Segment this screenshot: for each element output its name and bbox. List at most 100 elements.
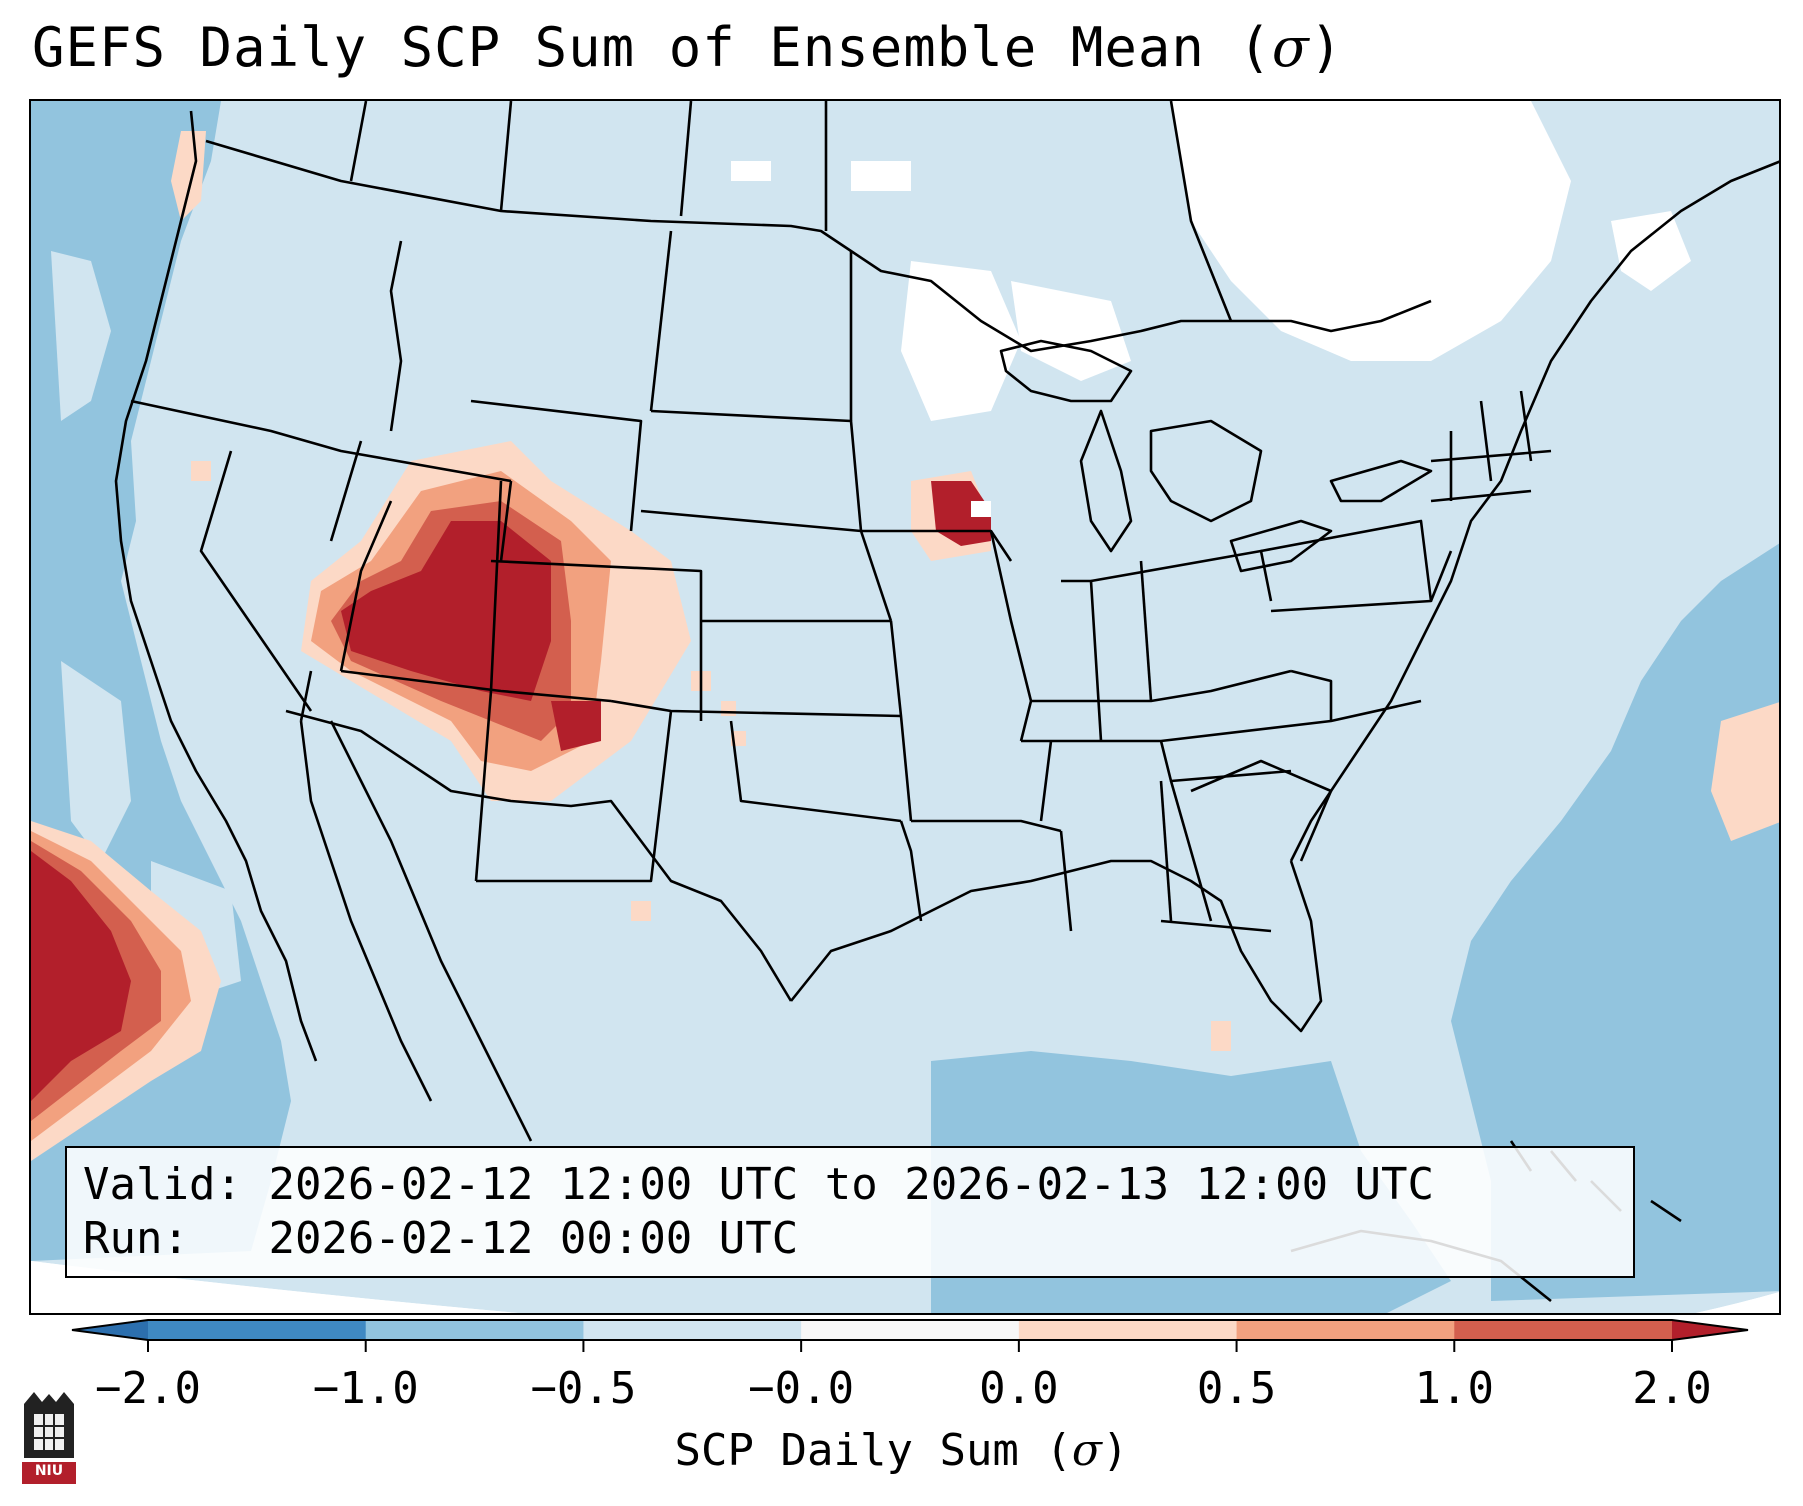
scattered-light-red	[191, 461, 211, 481]
map-canvas	[31, 101, 1779, 1313]
state-border	[899, 820, 923, 922]
state-border	[989, 530, 1033, 742]
state-border	[1159, 780, 1173, 922]
state-border	[1031, 669, 1292, 703]
state-border	[1039, 740, 1053, 822]
state-border	[470, 399, 643, 532]
state-border	[329, 440, 363, 542]
coastline-east	[1289, 160, 1779, 862]
colorbar	[71, 1319, 1749, 1352]
state-border	[1430, 489, 1532, 503]
four-corners-dark-red	[341, 521, 551, 701]
state-border	[1021, 699, 1422, 743]
valid-line: Valid: 2026-02-12 12:00 UTC to 2026-02-1…	[83, 1158, 1633, 1212]
map-panel	[29, 99, 1781, 1315]
state-border	[911, 819, 1062, 833]
pacific-light-patch	[51, 251, 111, 421]
niu-logo-text: NIU	[34, 1463, 64, 1479]
colorbar-bin	[365, 1320, 584, 1340]
scattered-light-red	[721, 701, 736, 716]
canada-white-patch	[851, 161, 911, 191]
province-border	[679, 101, 693, 217]
state-border	[1429, 550, 1453, 602]
state-border	[476, 710, 673, 883]
canada-white-patch	[1171, 101, 1571, 361]
state-border	[1059, 830, 1073, 932]
us-mexico-border	[285, 709, 793, 1002]
pacific-light-patch	[61, 661, 131, 861]
colorbar-tick-label: 0.0	[979, 1363, 1059, 1414]
state-border	[339, 500, 393, 672]
coastline-west	[114, 110, 318, 1062]
state-border	[1479, 400, 1493, 482]
iowa-white-pixel	[971, 501, 991, 517]
coastline-gulf	[789, 859, 1323, 1033]
state-border	[499, 480, 513, 562]
run-line: Run: 2026-02-12 00:00 UTC	[83, 1212, 1633, 1266]
niu-logo	[22, 1392, 76, 1484]
state-border	[649, 230, 673, 412]
state-border	[490, 559, 703, 721]
colorbar-tick-label: −1.0	[312, 1363, 419, 1414]
state-border	[1139, 560, 1153, 702]
state-border	[199, 450, 313, 712]
scattered-light-red	[631, 901, 651, 921]
boundaries	[114, 101, 1779, 1303]
province-border	[499, 101, 513, 212]
colorbar-tick-label: 0.5	[1196, 1363, 1277, 1414]
great-lakes	[1329, 459, 1433, 503]
state-border	[1290, 669, 1333, 721]
colorbar-bin	[1236, 1320, 1455, 1340]
chart-title: GEFS Daily SCP Sum of Ensemble Mean (σ)	[32, 16, 1344, 79]
scp-field	[31, 101, 1779, 1313]
state-border	[1519, 390, 1533, 462]
great-lakes	[1079, 409, 1133, 553]
state-border	[1260, 519, 1433, 613]
state-border	[1430, 449, 1552, 463]
state-border	[389, 240, 403, 432]
state-border	[1160, 919, 1272, 933]
run-value: 2026-02-12 00:00 UTC	[268, 1213, 799, 1264]
colorbar-bin	[1018, 1320, 1238, 1340]
state-border	[729, 720, 902, 823]
coastline-mexico-west	[329, 720, 533, 1142]
colorbar-bin	[583, 1320, 802, 1340]
state-border	[130, 399, 512, 483]
colorbar-bin	[148, 1320, 367, 1340]
canada-white-patch	[901, 261, 1021, 421]
colorbar-extend-low	[72, 1320, 148, 1340]
valid-value: 2026-02-12 12:00 UTC to 2026-02-13 12:00…	[268, 1159, 1435, 1210]
sw-pacific-dark-red	[31, 851, 131, 1101]
outside-domain	[31, 1261, 1779, 1313]
nw-light-red-patch	[171, 131, 206, 221]
state-border	[340, 669, 612, 703]
coastline-baja	[299, 720, 433, 1102]
great-lakes	[1149, 419, 1263, 523]
colorbar-tick-label: −2.0	[95, 1363, 201, 1414]
canada-white-patch	[731, 161, 771, 181]
state-border	[299, 670, 313, 722]
great-lakes	[999, 339, 1133, 403]
state-border	[474, 480, 503, 882]
great-lakes	[1229, 519, 1333, 573]
state-border	[1159, 740, 1292, 783]
colorbar-extend-high	[1672, 1320, 1748, 1340]
us-canada-border	[205, 139, 1432, 353]
colorbar-tick-label: 2.0	[1632, 1363, 1712, 1414]
colorbar-bin	[801, 1320, 1020, 1340]
run-label: Run:	[83, 1213, 189, 1264]
province-border	[349, 101, 368, 182]
atlantic-blue-area	[1451, 543, 1779, 1301]
scattered-light-red	[1211, 1021, 1231, 1051]
atlantic-light-red-patch	[1711, 702, 1779, 841]
four-corners-dark-red	[551, 701, 601, 751]
state-border	[889, 620, 913, 822]
colorbar-label: SCP Daily Sum (σ)	[674, 1425, 1129, 1476]
valid-label: Valid:	[83, 1159, 242, 1210]
colorbar-tick-label: 1.0	[1414, 1363, 1495, 1414]
projection-domain	[31, 101, 1779, 1313]
colorbar-tick-label: −0.5	[530, 1363, 637, 1414]
canada-white-patch	[1611, 211, 1691, 291]
colorbar-bin	[1454, 1320, 1673, 1340]
colorbar-tick-label: −0.0	[748, 1363, 855, 1414]
